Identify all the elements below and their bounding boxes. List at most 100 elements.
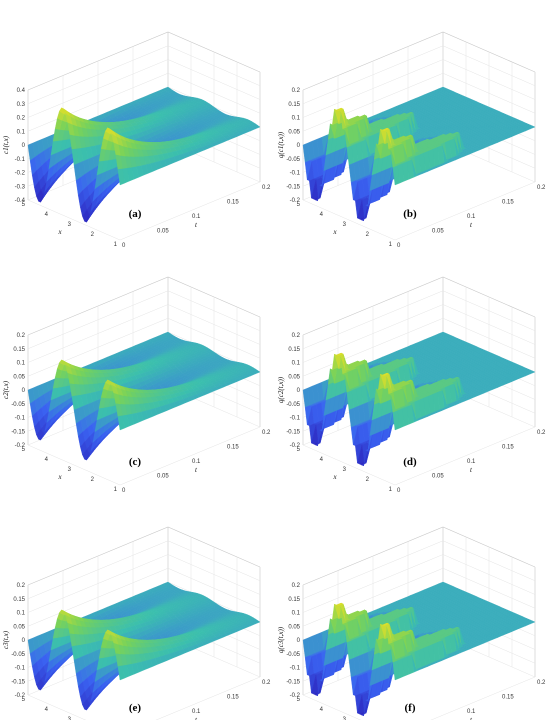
z-tick-label: 0 bbox=[297, 143, 301, 149]
t-tick-label: 0 bbox=[397, 488, 401, 494]
x-tick-label: 5 bbox=[297, 697, 301, 703]
z-tick-label: 0.3 bbox=[17, 102, 26, 108]
z-ticks: 0.2 0.15 0.1 0.05 0 -0.05 -0.1 -0.15 -0.2 bbox=[286, 583, 300, 699]
t-ticks: 00.050.10.150.2 bbox=[397, 185, 546, 249]
x-tick-label: 4 bbox=[320, 707, 324, 713]
t-tick-label: 0.15 bbox=[502, 445, 514, 451]
x-tick-label: 4 bbox=[320, 457, 324, 463]
figure-panel-a: 0.4 0.3 0.2 0.1 0 -0.1 -0.2 -0.3 -0.4 5 4 3 2 1 0 0.05 0… bbox=[0, 0, 275, 249]
z-tick-label: 0.15 bbox=[288, 597, 300, 603]
z-tick-label: -0.2 bbox=[15, 171, 26, 177]
x-tick-label: 3 bbox=[343, 717, 347, 720]
caption-d: (d) bbox=[403, 456, 417, 468]
x-tick-label: 2 bbox=[366, 232, 370, 238]
z-tick-label: -0.15 bbox=[286, 679, 300, 685]
surface-plot-f: 0.20.150.10.050-0.05-0.1-0.15-0.25432100… bbox=[277, 526, 546, 720]
t-tick-label: 0.05 bbox=[432, 474, 444, 480]
x-axis-label: x bbox=[57, 473, 62, 481]
surface bbox=[302, 331, 536, 467]
x-tick-label: 4 bbox=[45, 212, 49, 218]
x-tick-label: 1 bbox=[114, 487, 118, 493]
z-tick-label: -0.05 bbox=[286, 652, 300, 658]
surface bbox=[27, 581, 261, 711]
z-tick-label: -0.2 bbox=[290, 693, 301, 699]
x-tick-label: 3 bbox=[68, 717, 72, 720]
caption-c: (c) bbox=[128, 456, 142, 468]
caption-b: (b) bbox=[403, 208, 417, 220]
figure-panel-f: 0.20.150.10.050-0.05-0.1-0.15-0.25432100… bbox=[275, 495, 550, 720]
z-tick-label: -0.05 bbox=[11, 652, 25, 658]
t-ticks: 00.050.10.150.2 bbox=[192, 680, 271, 715]
figure-panel-c: 0.2 0.15 0.1 0.05 0 -0.05 -0.1 -0.15 -0.2 5 4 3 2 1 0 0… bbox=[0, 245, 275, 494]
surface-plot-e: 0.20.150.10.050-0.05-0.1-0.15-0.25432100… bbox=[2, 526, 271, 720]
t-tick-label: 0.05 bbox=[157, 474, 169, 480]
t-ticks: 00.050.10.150.2 bbox=[122, 430, 271, 494]
x-ticks: 5 4 3 2 1 bbox=[22, 447, 118, 493]
x-ticks: 5 4 3 2 1 bbox=[297, 202, 393, 248]
t-axis-label: t bbox=[470, 221, 473, 229]
x-tick-label: 5 bbox=[22, 202, 26, 208]
z-tick-label: -0.2 bbox=[15, 443, 26, 449]
t-tick-label: 0.2 bbox=[262, 430, 271, 436]
z-tick-label: 0.1 bbox=[292, 361, 301, 367]
z-tick-label: 0.15 bbox=[13, 347, 25, 353]
t-tick-label: 0.1 bbox=[192, 709, 201, 715]
t-tick-label: 0.2 bbox=[537, 185, 546, 191]
z-tick-label: 0.05 bbox=[13, 374, 25, 380]
z-tick-label: -0.05 bbox=[11, 402, 25, 408]
z-tick-label: 0 bbox=[22, 638, 26, 644]
figure-panel-e: 0.20.150.10.050-0.05-0.1-0.15-0.25432100… bbox=[0, 495, 275, 720]
t-axis-label: t bbox=[195, 221, 198, 229]
t-tick-label: 0 bbox=[397, 243, 401, 249]
t-axis-label: t bbox=[195, 466, 198, 474]
t-ticks: 00.050.10.150.2 bbox=[467, 680, 546, 715]
z-tick-label: 0 bbox=[22, 388, 26, 394]
x-tick-label: 1 bbox=[114, 242, 118, 248]
z-tick-label: 0.2 bbox=[292, 88, 301, 94]
z-tick-label: -0.05 bbox=[286, 402, 300, 408]
t-tick-label: 0.2 bbox=[537, 430, 546, 436]
x-tick-label: 5 bbox=[22, 697, 26, 703]
z-tick-label: -0.3 bbox=[15, 184, 26, 190]
z-tick-label: -0.2 bbox=[290, 198, 301, 204]
z-axis-label: q(c2(t,x)) bbox=[277, 376, 285, 403]
t-tick-label: 0.15 bbox=[227, 200, 239, 206]
z-tick-label: 0 bbox=[22, 143, 26, 149]
x-tick-label: 5 bbox=[22, 447, 26, 453]
z-axis-label: c2(t,x) bbox=[2, 380, 10, 399]
figure-panel-d: 0.2 0.15 0.1 0.05 0 -0.05 -0.1 -0.15 -0.2 5 4 3 2 1 0 0… bbox=[275, 245, 550, 494]
x-tick-label: 4 bbox=[45, 457, 49, 463]
x-ticks: 5 4 3 2 1 bbox=[297, 447, 393, 493]
z-tick-label: 0.2 bbox=[292, 333, 301, 339]
t-tick-label: 0.05 bbox=[157, 229, 169, 235]
t-tick-label: 0.2 bbox=[262, 185, 271, 191]
x-tick-label: 3 bbox=[68, 222, 72, 228]
t-ticks: 00.050.10.150.2 bbox=[122, 185, 271, 249]
x-tick-label: 3 bbox=[343, 222, 347, 228]
z-ticks: 0.2 0.15 0.1 0.05 0 -0.05 -0.1 -0.15 -0.2 bbox=[286, 88, 300, 204]
x-tick-label: 2 bbox=[91, 477, 95, 483]
z-tick-label: -0.1 bbox=[290, 416, 301, 422]
z-ticks: 0.2 0.15 0.1 0.05 0 -0.05 -0.1 -0.15 -0.2 bbox=[286, 333, 300, 449]
x-tick-label: 5 bbox=[297, 447, 301, 453]
x-tick-label: 5 bbox=[297, 202, 301, 208]
z-tick-label: 0.4 bbox=[17, 88, 26, 94]
x-tick-label: 4 bbox=[45, 707, 49, 713]
t-tick-label: 0.2 bbox=[537, 680, 546, 686]
z-tick-label: 0.1 bbox=[17, 611, 26, 617]
z-axis-label: q(c3(t,x)) bbox=[277, 626, 285, 653]
surface bbox=[302, 581, 536, 717]
z-tick-label: -0.2 bbox=[15, 693, 26, 699]
caption-e: (e) bbox=[128, 702, 142, 714]
figure-panel-b: 0.2 0.15 0.1 0.05 0 -0.05 -0.1 -0.15 -0.2 5 4 3 2 1 0 0… bbox=[275, 0, 550, 249]
z-tick-label: 0.2 bbox=[292, 583, 301, 589]
z-tick-label: 0 bbox=[297, 388, 301, 394]
z-tick-label: -0.1 bbox=[15, 416, 26, 422]
z-tick-label: 0.2 bbox=[17, 333, 26, 339]
t-tick-label: 0.1 bbox=[467, 709, 476, 715]
z-tick-label: 0.1 bbox=[292, 611, 301, 617]
t-axis-label: t bbox=[470, 716, 473, 720]
